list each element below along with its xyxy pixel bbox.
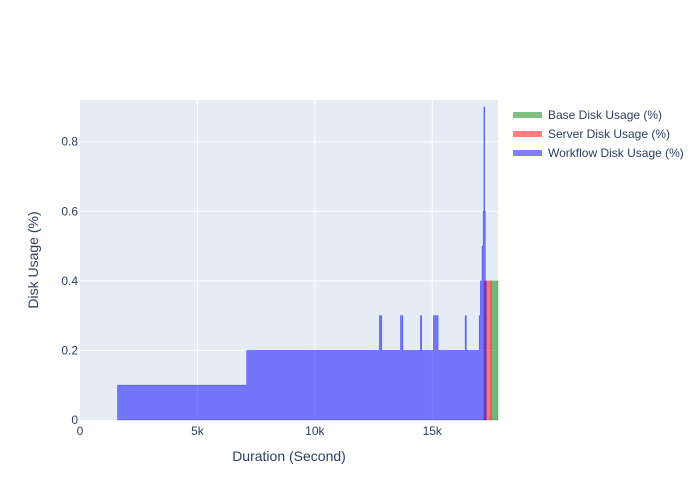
y-tick-label: 0.6 [61,204,78,218]
x-tick-label: 15k [423,424,443,438]
legend-label[interactable]: Base Disk Usage (%) [548,108,662,122]
y-tick-label: 0.2 [61,343,78,357]
y-tick-label: 0 [71,413,78,427]
y-axis-ticks: 0 0.2 0.4 0.6 0.8 [61,135,78,427]
x-axis-ticks: 0 5k 10k 15k [77,424,443,438]
series-area-0 [490,280,499,421]
x-tick-label: 10k [305,424,325,438]
series-layer [117,106,499,421]
legend-label[interactable]: Workflow Disk Usage (%) [548,146,684,160]
x-tick-label: 5k [191,424,205,438]
y-tick-label: 0.4 [61,274,78,288]
x-tick-label: 0 [77,424,84,438]
legend-label[interactable]: Server Disk Usage (%) [548,127,670,141]
x-axis-title: Duration (Second) [232,448,346,464]
y-axis-title: Disk Usage (%) [25,211,41,308]
series-area-2 [117,106,487,421]
y-tick-label: 0.8 [61,135,78,149]
legend: Base Disk Usage (%) Server Disk Usage (%)… [513,108,684,160]
